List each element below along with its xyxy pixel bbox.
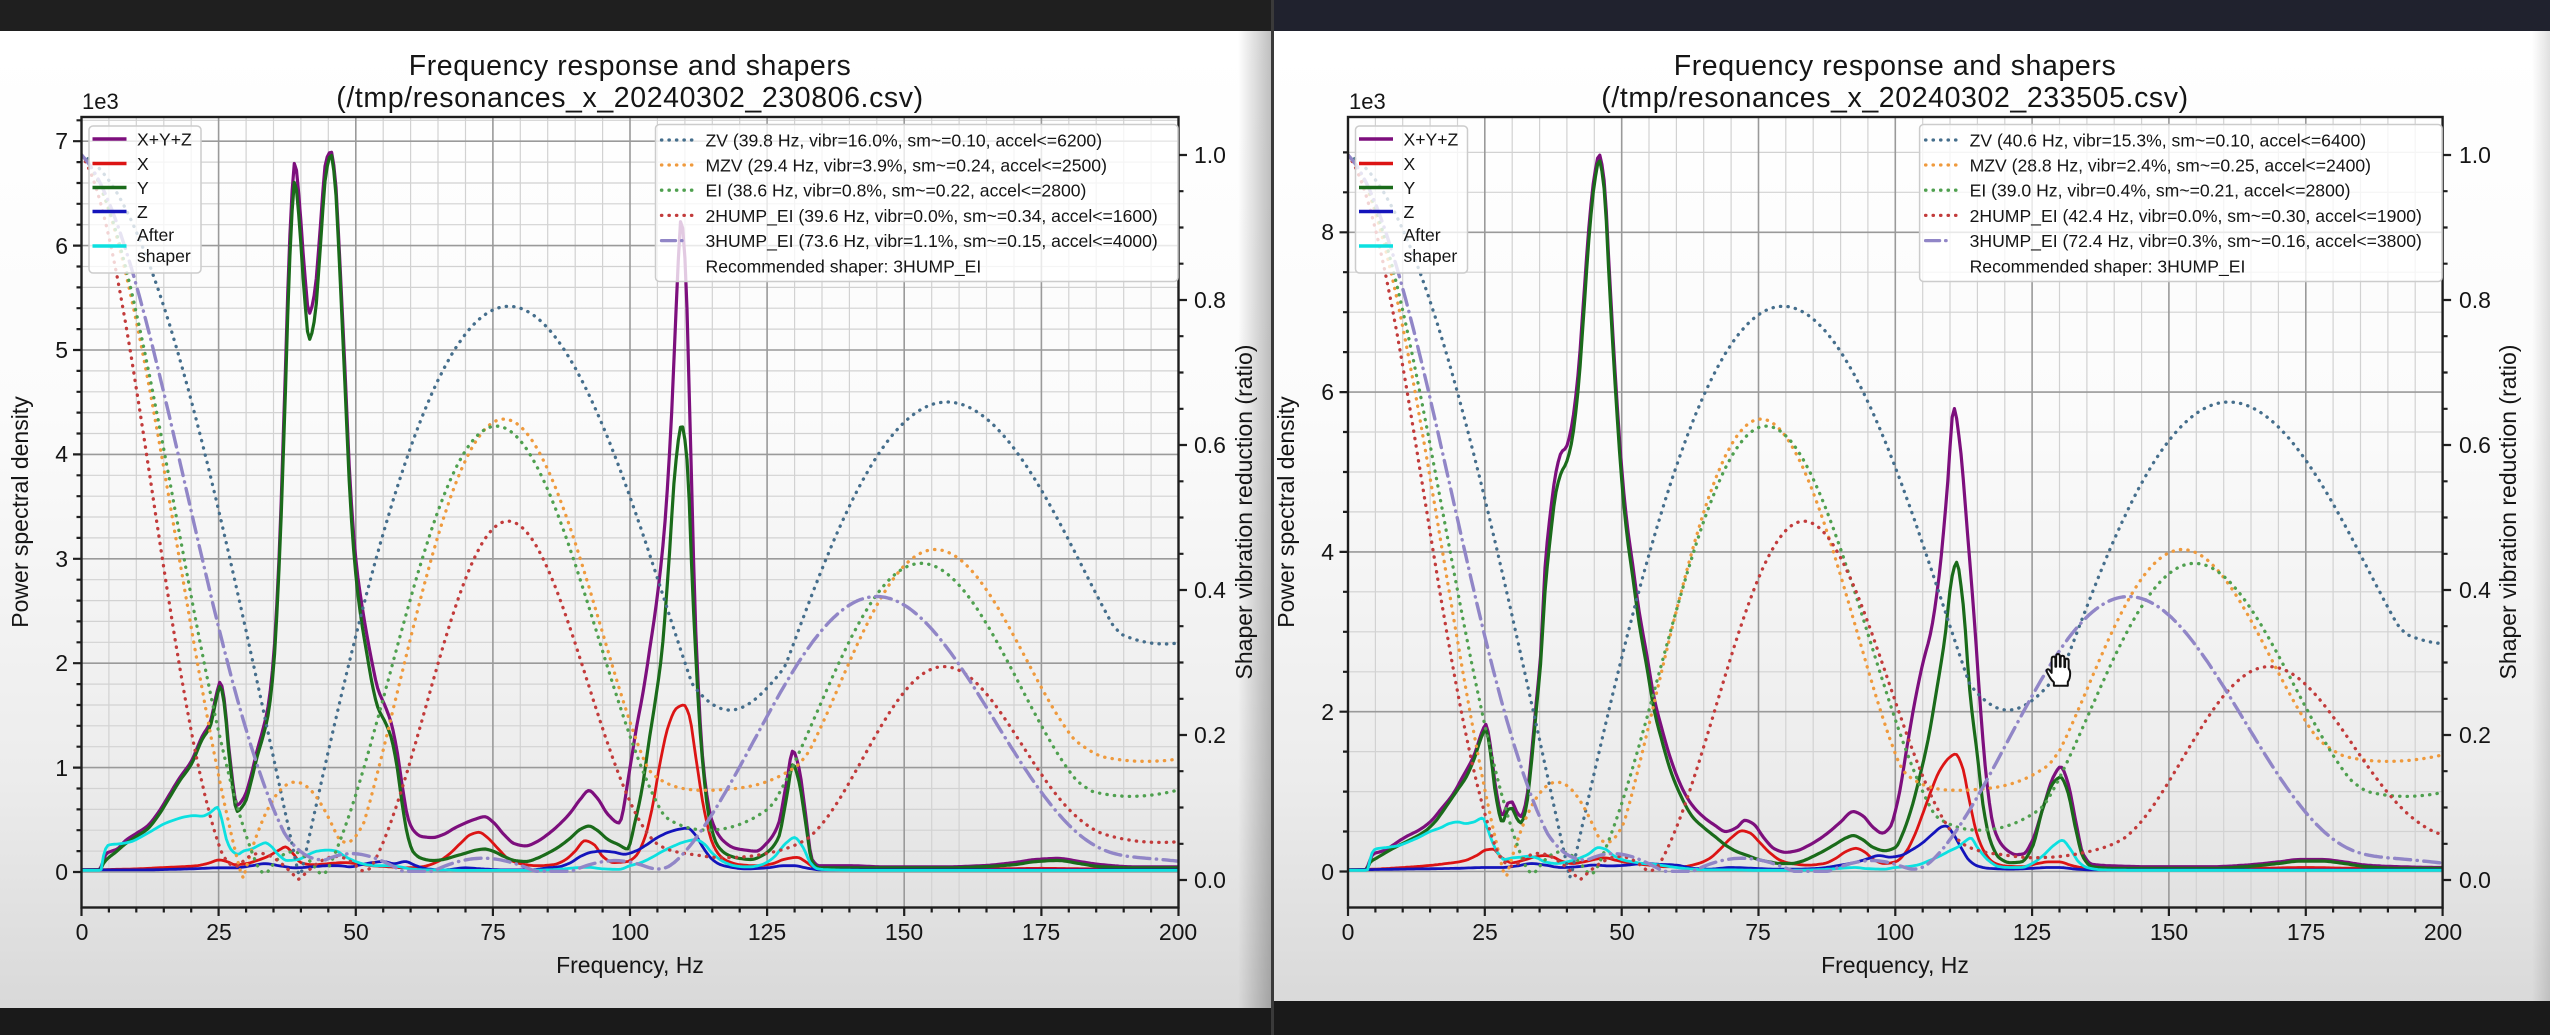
svg-text:2HUMP_EI (39.6 Hz, vibr=0.0%,: 2HUMP_EI (39.6 Hz, vibr=0.0%, sm~=0.34, … bbox=[706, 206, 1158, 227]
svg-text:0.2: 0.2 bbox=[2459, 722, 2491, 748]
svg-text:6: 6 bbox=[55, 233, 68, 259]
svg-text:Power spectral density: Power spectral density bbox=[7, 396, 33, 628]
svg-text:7: 7 bbox=[55, 128, 68, 154]
svg-text:5: 5 bbox=[55, 337, 68, 363]
svg-text:200: 200 bbox=[2424, 919, 2462, 945]
svg-text:Frequency response and shapers: Frequency response and shapers bbox=[1674, 50, 2117, 82]
svg-text:EI (39.0 Hz, vibr=0.4%, sm~=0.: EI (39.0 Hz, vibr=0.4%, sm~=0.21, accel<… bbox=[1970, 181, 2351, 201]
svg-text:X+Y+Z: X+Y+Z bbox=[137, 130, 192, 150]
svg-text:MZV (28.8 Hz, vibr=2.4%, sm~=0: MZV (28.8 Hz, vibr=2.4%, sm~=0.25, accel… bbox=[1970, 156, 2371, 176]
svg-text:ZV (39.8 Hz, vibr=16.0%, sm~=0: ZV (39.8 Hz, vibr=16.0%, sm~=0.10, accel… bbox=[706, 131, 1103, 151]
svg-text:0.8: 0.8 bbox=[2459, 287, 2491, 313]
svg-text:1.0: 1.0 bbox=[2459, 142, 2491, 168]
svg-text:1e3: 1e3 bbox=[82, 89, 119, 114]
svg-text:8: 8 bbox=[1321, 219, 1334, 245]
svg-text:50: 50 bbox=[1609, 919, 1635, 945]
svg-text:X+Y+Z: X+Y+Z bbox=[1404, 130, 1459, 150]
svg-text:0: 0 bbox=[1342, 919, 1355, 945]
svg-text:2: 2 bbox=[1321, 699, 1334, 725]
svg-text:0.0: 0.0 bbox=[2459, 867, 2491, 893]
svg-text:2: 2 bbox=[55, 650, 68, 676]
svg-text:75: 75 bbox=[480, 919, 506, 945]
svg-text:1.0: 1.0 bbox=[1194, 142, 1226, 168]
svg-text:Frequency, Hz: Frequency, Hz bbox=[556, 952, 704, 978]
svg-text:EI (38.6 Hz, vibr=0.8%, sm~=0.: EI (38.6 Hz, vibr=0.8%, sm~=0.22, accel<… bbox=[706, 181, 1087, 201]
svg-text:X: X bbox=[1404, 154, 1416, 174]
svg-text:175: 175 bbox=[2287, 919, 2325, 945]
svg-text:50: 50 bbox=[343, 919, 369, 945]
svg-text:1: 1 bbox=[55, 755, 68, 781]
svg-text:MZV (29.4 Hz, vibr=3.9%, sm~=0: MZV (29.4 Hz, vibr=3.9%, sm~=0.24, accel… bbox=[706, 156, 1107, 176]
svg-text:Power spectral density: Power spectral density bbox=[1273, 396, 1299, 628]
svg-text:X: X bbox=[137, 154, 149, 174]
svg-text:After: After bbox=[137, 225, 174, 245]
svg-text:Shaper vibration reduction (ra: Shaper vibration reduction (ratio) bbox=[1231, 345, 1257, 680]
svg-text:0: 0 bbox=[55, 859, 68, 885]
svg-text:125: 125 bbox=[748, 919, 786, 945]
svg-text:0.4: 0.4 bbox=[2459, 577, 2491, 603]
svg-text:100: 100 bbox=[1876, 919, 1914, 945]
svg-text:0: 0 bbox=[76, 919, 89, 945]
svg-text:3HUMP_EI (73.6 Hz, vibr=1.1%,: 3HUMP_EI (73.6 Hz, vibr=1.1%, sm~=0.15, … bbox=[706, 231, 1158, 252]
svg-text:125: 125 bbox=[2013, 919, 2051, 945]
svg-text:Y: Y bbox=[1404, 178, 1416, 198]
svg-text:After: After bbox=[1404, 225, 1441, 245]
svg-text:4: 4 bbox=[55, 441, 68, 467]
svg-text:0.6: 0.6 bbox=[1194, 432, 1226, 458]
svg-text:25: 25 bbox=[1472, 919, 1498, 945]
svg-text:0.6: 0.6 bbox=[2459, 432, 2491, 458]
svg-text:2HUMP_EI (42.4 Hz, vibr=0.0%,: 2HUMP_EI (42.4 Hz, vibr=0.0%, sm~=0.30, … bbox=[1970, 206, 2422, 227]
svg-text:0: 0 bbox=[1321, 859, 1334, 885]
svg-text:1e3: 1e3 bbox=[1349, 89, 1386, 114]
svg-text:(/tmp/resonances_x_20240302_23: (/tmp/resonances_x_20240302_230806.csv) bbox=[336, 82, 923, 114]
svg-text:0.0: 0.0 bbox=[1194, 867, 1226, 893]
svg-text:shaper: shaper bbox=[1404, 246, 1458, 266]
svg-text:0.4: 0.4 bbox=[1194, 577, 1226, 603]
svg-text:Z: Z bbox=[1404, 202, 1415, 222]
svg-text:Shaper vibration reduction (ra: Shaper vibration reduction (ratio) bbox=[2495, 345, 2521, 680]
svg-text:Recommended shaper: 3HUMP_EI: Recommended shaper: 3HUMP_EI bbox=[706, 257, 982, 278]
svg-text:Z: Z bbox=[137, 202, 148, 222]
svg-text:Recommended shaper: 3HUMP_EI: Recommended shaper: 3HUMP_EI bbox=[1970, 257, 2246, 278]
svg-text:175: 175 bbox=[1022, 919, 1060, 945]
svg-text:(/tmp/resonances_x_20240302_23: (/tmp/resonances_x_20240302_233505.csv) bbox=[1601, 82, 2188, 114]
svg-text:Frequency, Hz: Frequency, Hz bbox=[1821, 952, 1969, 978]
svg-text:75: 75 bbox=[1745, 919, 1771, 945]
svg-text:3: 3 bbox=[55, 546, 68, 572]
svg-text:200: 200 bbox=[1159, 919, 1197, 945]
svg-text:4: 4 bbox=[1321, 539, 1334, 565]
svg-text:150: 150 bbox=[885, 919, 923, 945]
svg-text:0.8: 0.8 bbox=[1194, 287, 1226, 313]
svg-text:Y: Y bbox=[137, 178, 149, 198]
svg-text:6: 6 bbox=[1321, 379, 1334, 405]
svg-text:150: 150 bbox=[2150, 919, 2188, 945]
svg-text:shaper: shaper bbox=[137, 246, 191, 266]
svg-text:25: 25 bbox=[206, 919, 232, 945]
svg-text:3HUMP_EI (72.4 Hz, vibr=0.3%,: 3HUMP_EI (72.4 Hz, vibr=0.3%, sm~=0.16, … bbox=[1970, 231, 2422, 252]
svg-text:ZV (40.6 Hz, vibr=15.3%, sm~=0: ZV (40.6 Hz, vibr=15.3%, sm~=0.10, accel… bbox=[1970, 131, 2367, 151]
svg-text:100: 100 bbox=[611, 919, 649, 945]
svg-text:0.2: 0.2 bbox=[1194, 722, 1226, 748]
svg-text:Frequency response and shapers: Frequency response and shapers bbox=[409, 50, 852, 82]
